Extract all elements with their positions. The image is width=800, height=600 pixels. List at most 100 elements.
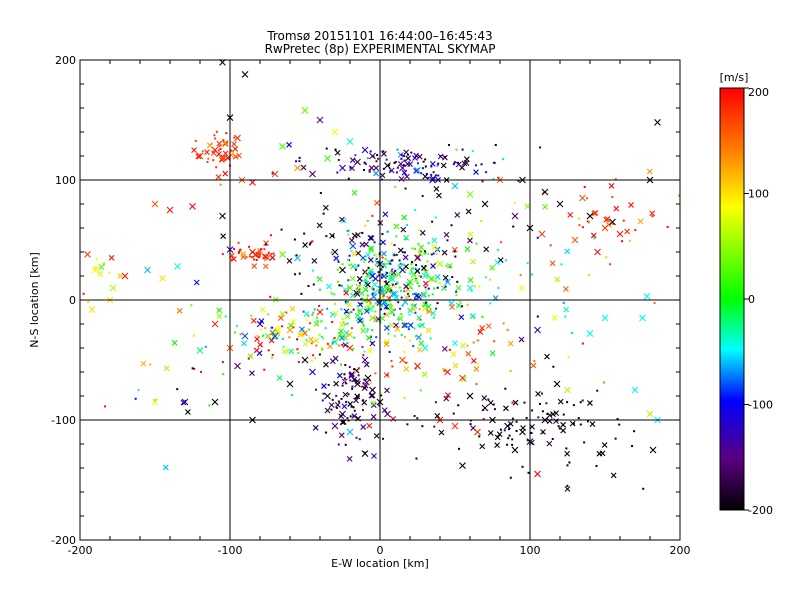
data-point-dot: [392, 313, 395, 316]
data-point-x: [421, 265, 427, 271]
data-point-x: [414, 254, 421, 262]
data-point-dot: [337, 280, 340, 283]
data-point-dot: [315, 388, 318, 391]
data-point-stroke: [343, 308, 350, 315]
data-point-x: [253, 347, 260, 354]
data-point-x: [421, 371, 428, 378]
data-point-dot: [282, 345, 285, 348]
data-point-stroke: [232, 153, 239, 160]
data-point-x: [403, 294, 410, 301]
data-point-dot: [403, 396, 406, 399]
data-point-x: [374, 199, 380, 206]
data-point-stroke: [460, 342, 466, 349]
data-point-stroke: [351, 251, 358, 257]
data-point-stroke: [383, 311, 390, 318]
data-point-dot: [481, 315, 484, 318]
data-point-stroke: [388, 308, 396, 316]
data-point-stroke: [434, 412, 441, 419]
data-point-stroke: [365, 334, 372, 341]
data-point-dot: [325, 235, 328, 238]
data-point-dot: [271, 172, 274, 175]
data-point-stroke: [196, 347, 204, 354]
data-point-stroke: [361, 356, 369, 364]
data-point-dot: [87, 301, 90, 304]
data-point-dot: [333, 293, 336, 296]
data-point-x: [259, 306, 266, 313]
data-point-dot: [324, 327, 327, 330]
data-points: [82, 59, 680, 492]
data-point-stroke: [518, 336, 525, 343]
data-point-dot: [102, 263, 105, 266]
data-point-stroke: [299, 326, 305, 333]
data-point-dot: [362, 399, 365, 402]
data-point-x: [339, 335, 345, 341]
data-point-x: [586, 212, 594, 220]
data-point-stroke: [571, 236, 579, 244]
data-point-dot: [572, 422, 575, 425]
data-point-stroke: [381, 273, 387, 280]
data-point-stroke: [166, 206, 174, 214]
data-point-stroke: [230, 256, 237, 262]
data-point-x: [470, 312, 477, 319]
data-point-x: [344, 313, 351, 320]
data-point-dot: [347, 233, 350, 236]
data-point-dot: [340, 397, 343, 400]
data-point-x: [425, 303, 432, 310]
data-point-dot: [308, 328, 311, 331]
data-point-x: [346, 331, 353, 338]
data-point-dot: [358, 438, 361, 441]
data-point-dot: [344, 364, 347, 367]
data-point-dot: [552, 365, 555, 368]
data-point-dot: [371, 292, 374, 295]
data-point-x: [331, 422, 339, 430]
data-point-dot: [344, 323, 347, 326]
data-point-x: [349, 165, 355, 172]
data-point-dot: [346, 342, 349, 345]
data-point-x: [489, 350, 496, 357]
data-point-stroke: [518, 285, 525, 292]
data-point-stroke: [308, 336, 314, 343]
data-point-x: [366, 347, 373, 354]
data-point-dot: [375, 336, 378, 339]
data-point-dot: [432, 252, 435, 255]
data-point-dot: [384, 275, 387, 278]
data-point-x: [631, 386, 639, 394]
data-point-x: [441, 346, 448, 352]
data-point-dot: [149, 363, 152, 366]
data-point-stroke: [195, 153, 202, 160]
data-point-x: [316, 116, 324, 124]
data-point-dot: [595, 464, 598, 467]
data-point-dot: [300, 292, 303, 295]
data-point-dot: [347, 393, 350, 396]
data-point-x: [286, 141, 292, 148]
data-point-dot: [352, 415, 355, 418]
data-point-stroke: [151, 200, 159, 208]
data-point-stroke: [397, 315, 404, 322]
data-point-stroke: [394, 326, 401, 332]
data-point-x: [454, 212, 461, 218]
data-point-stroke: [346, 138, 354, 145]
data-point-stroke: [369, 152, 376, 160]
data-point-dot: [517, 179, 520, 182]
data-point-stroke: [346, 301, 352, 308]
data-point-x: [195, 153, 202, 160]
data-point-x: [254, 336, 260, 342]
data-point-dot: [618, 423, 621, 426]
y-tick-label: -100: [51, 414, 76, 427]
data-point-stroke: [300, 164, 307, 171]
data-point-stroke: [370, 400, 377, 407]
data-point-dot: [384, 258, 387, 261]
data-point-dot: [382, 294, 385, 297]
data-point-stroke: [616, 230, 624, 238]
data-point-stroke: [384, 284, 391, 292]
data-point-stroke: [649, 210, 656, 217]
data-point-x: [88, 306, 96, 313]
data-point-x: [507, 340, 514, 347]
data-point-stroke: [254, 336, 260, 342]
data-point-stroke: [399, 164, 406, 172]
data-point-dot: [380, 392, 383, 395]
data-point-x: [413, 168, 420, 174]
data-point-stroke: [466, 392, 474, 400]
data-point-dot: [435, 252, 438, 255]
data-point-x: [512, 399, 519, 406]
